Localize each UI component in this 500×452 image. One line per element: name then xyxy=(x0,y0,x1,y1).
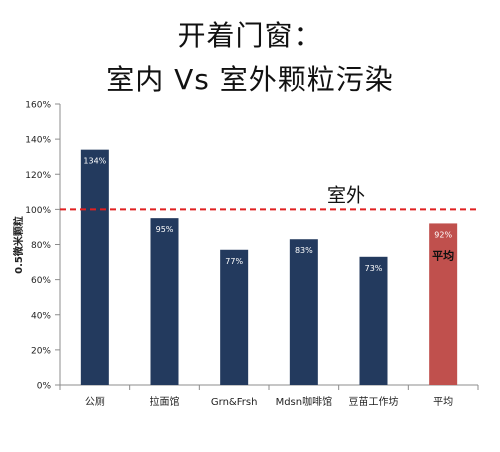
x-tick-label: 平均 xyxy=(433,396,453,408)
x-tick-label: Grn&Frsh xyxy=(211,397,258,408)
x-tick-label: 拉面馆 xyxy=(150,395,180,408)
y-tick-label: 120% xyxy=(25,171,51,181)
y-tick-label: 20% xyxy=(31,346,51,356)
chart-title-line-2: 室内 Vs 室外颗粒污染 xyxy=(106,63,394,96)
y-tick-label: 140% xyxy=(25,136,51,146)
y-tick-label: 80% xyxy=(31,241,51,251)
chart-title-line-1: 开着门窗： xyxy=(177,19,323,52)
bar xyxy=(359,256,388,385)
y-axis-label: 0.5微米颗粒 xyxy=(12,216,25,274)
x-tick-label: 公厕 xyxy=(85,396,105,408)
bar-annotation: 平均 xyxy=(432,248,454,262)
bar-value-label: 134% xyxy=(83,157,106,166)
x-tick-label: Mdsn咖啡馆 xyxy=(276,395,333,408)
bar xyxy=(220,249,249,385)
bar xyxy=(429,223,458,385)
x-tick-label: 豆苗工作坊 xyxy=(349,395,399,408)
bar-value-label: 73% xyxy=(365,264,383,273)
bar xyxy=(80,149,109,385)
y-tick-label: 100% xyxy=(25,206,51,216)
bar xyxy=(289,239,318,385)
y-tick-label: 40% xyxy=(31,311,51,321)
bar-value-label: 95% xyxy=(156,225,174,234)
bar xyxy=(150,218,179,385)
bar-value-label: 83% xyxy=(295,246,313,255)
y-tick-label: 60% xyxy=(31,276,51,286)
reference-line-label: 室外 xyxy=(327,184,365,206)
bar-value-label: 92% xyxy=(434,230,452,239)
y-tick-label: 160% xyxy=(25,101,51,111)
y-tick-label: 0% xyxy=(37,382,52,392)
bar-value-label: 77% xyxy=(225,257,243,266)
